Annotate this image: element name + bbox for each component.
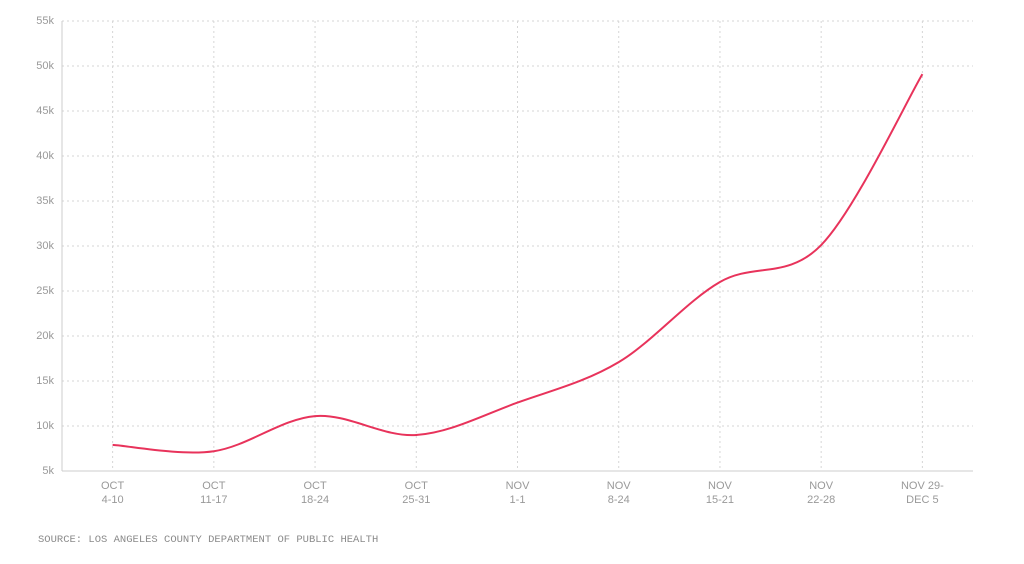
x-tick-label: NOV — [607, 480, 632, 492]
x-tick-label: 11-17 — [200, 494, 227, 506]
x-tick-label: 4-10 — [102, 494, 124, 506]
y-tick-label: 45k — [36, 105, 54, 117]
line-series — [112, 73, 924, 454]
x-tick-label: NOV — [809, 480, 834, 492]
y-tick-label: 5k — [42, 465, 54, 477]
x-tick-label: 18-24 — [301, 494, 329, 506]
x-tick-label: 15-21 — [706, 494, 734, 506]
x-tick-label: 22-28 — [807, 494, 835, 506]
x-tick-label: OCT — [202, 480, 226, 492]
x-tick-label: NOV — [506, 480, 531, 492]
x-tick-label: 25-31 — [402, 494, 430, 506]
y-tick-label: 15k — [36, 375, 54, 387]
y-tick-label: 55k — [36, 15, 54, 27]
x-tick-label: OCT — [101, 480, 125, 492]
y-tick-label: 25k — [36, 285, 54, 297]
x-tick-label: DEC 5 — [906, 494, 938, 506]
y-tick-label: 30k — [36, 240, 54, 252]
y-tick-label: 40k — [36, 150, 54, 162]
x-tick-label: NOV 29- — [901, 480, 944, 492]
source-note: SOURCE: LOS ANGELES COUNTY DEPARTMENT OF… — [38, 534, 378, 546]
x-tick-label: 1-1 — [510, 494, 526, 506]
x-tick-label: 8-24 — [608, 494, 630, 506]
y-tick-label: 20k — [36, 330, 54, 342]
y-tick-label: 35k — [36, 195, 54, 207]
y-tick-label: 50k — [36, 60, 54, 72]
x-tick-label: OCT — [405, 480, 429, 492]
y-tick-label: 10k — [36, 420, 54, 432]
x-tick-label: NOV — [708, 480, 733, 492]
x-tick-label: OCT — [303, 480, 327, 492]
